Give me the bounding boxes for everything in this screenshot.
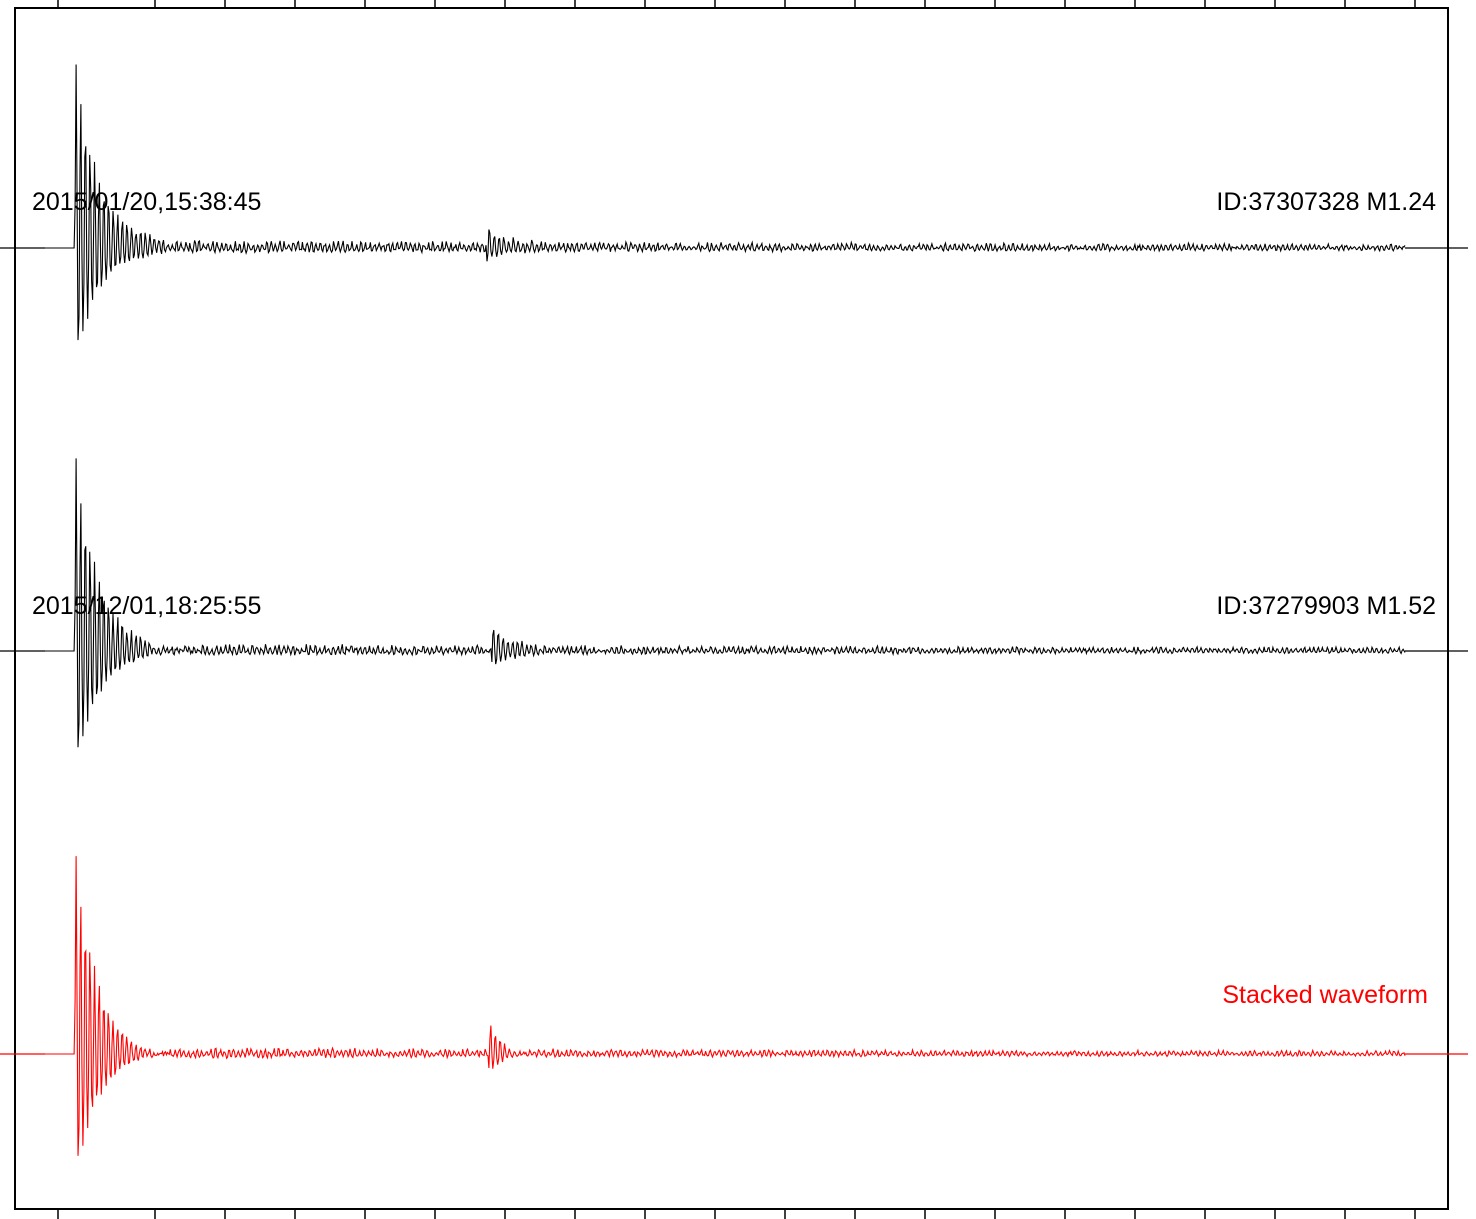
axis-ticks [57, 0, 1416, 1219]
trace-2-waveform-line [45, 458, 1406, 748]
trace-2-date-label: 2015/12/01,18:25:55 [32, 592, 261, 620]
waveform-traces [0, 64, 1468, 1156]
trace-1-id-label: ID:37307328 M1.24 [1216, 188, 1436, 216]
trace-1-date-label: 2015/01/20,15:38:45 [32, 188, 261, 216]
trace-2-id-label: ID:37279903 M1.52 [1216, 592, 1436, 620]
stacked-waveform-label: Stacked waveform [1222, 981, 1428, 1009]
trace-1-waveform-line [45, 64, 1406, 341]
stacked-waveform-line [45, 856, 1406, 1156]
plot-frame [14, 7, 1449, 1210]
